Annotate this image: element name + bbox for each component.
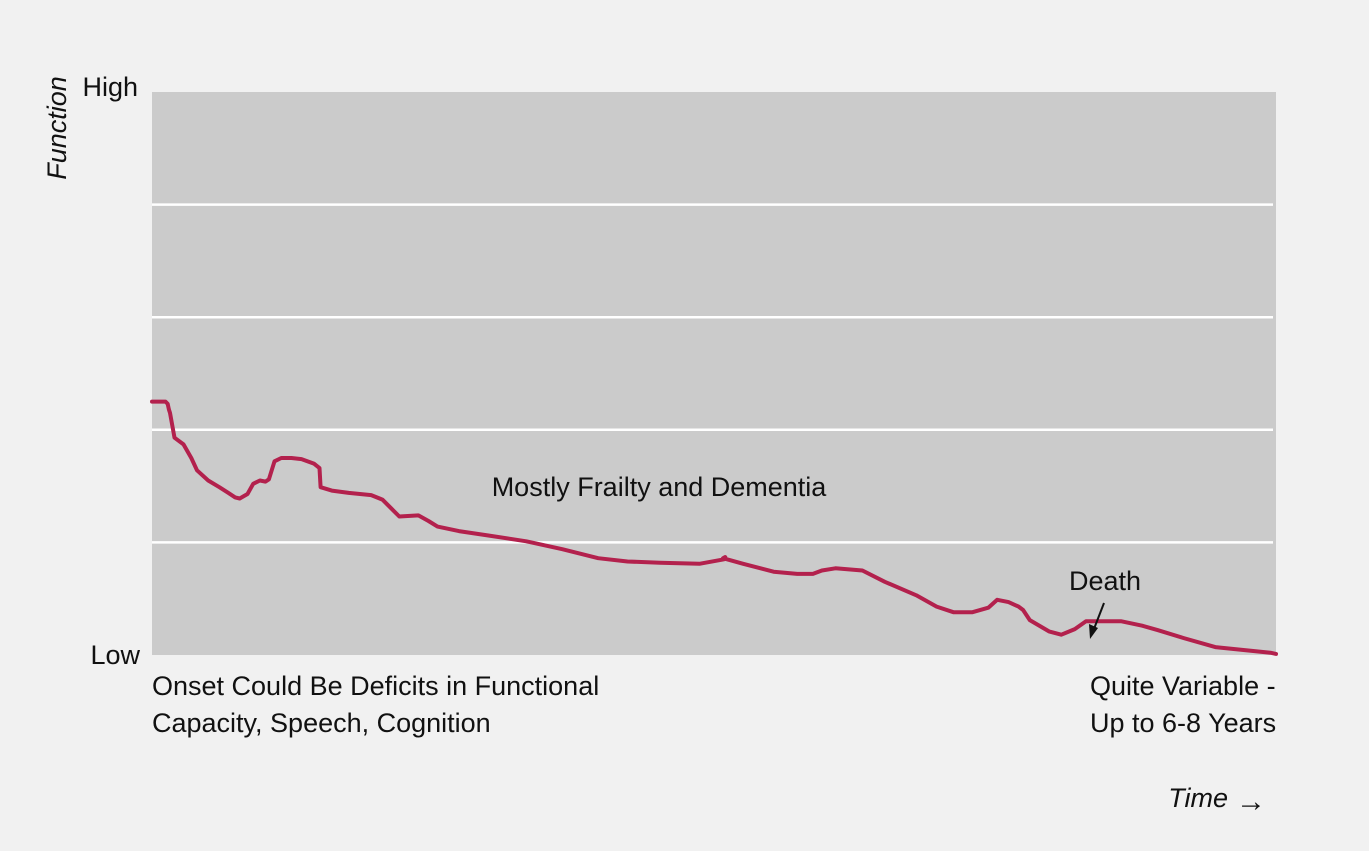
onset-label-line-2: Capacity, Speech, Cognition — [152, 708, 491, 738]
time-arrow-icon: → — [1236, 785, 1266, 818]
death-pointer-arrow-icon — [1089, 602, 1105, 639]
onset-label-line-1: Onset Could Be Deficits in Functional — [152, 671, 599, 701]
annotation-mostly-frailty-and-dementia: Mostly Frailty and Dementia — [492, 472, 828, 502]
function-trajectory-line — [150, 399, 1278, 656]
x-axis-title: Time — [1168, 783, 1228, 813]
end-label-line-1: Quite Variable - — [1090, 671, 1276, 701]
y-high-label: High — [82, 72, 138, 102]
grid-lines — [152, 203, 1273, 544]
y-axis-title: Function — [42, 76, 72, 180]
end-label-line-2: Up to 6-8 Years — [1090, 708, 1276, 738]
y-low-label: Low — [90, 640, 140, 670]
death-label: Death — [1069, 566, 1141, 596]
